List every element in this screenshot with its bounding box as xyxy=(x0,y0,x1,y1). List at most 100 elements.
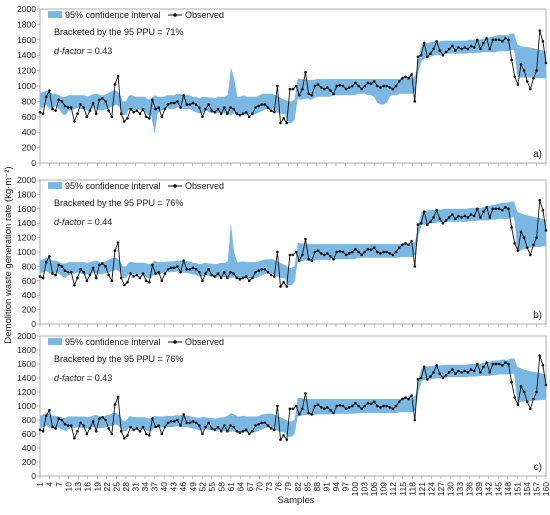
observed-point xyxy=(407,243,410,247)
observed-point xyxy=(82,106,86,109)
observed-point xyxy=(522,390,526,394)
observed-point xyxy=(101,262,104,265)
y-tick-label: 1200 xyxy=(17,233,36,243)
x-tick-label: 16 xyxy=(83,482,93,492)
observed-point xyxy=(266,106,270,109)
x-tick-label: 124 xyxy=(426,482,436,496)
observed-point xyxy=(85,115,89,119)
observed-point xyxy=(113,83,117,86)
observed-point xyxy=(285,438,289,441)
observed-point xyxy=(279,121,282,125)
x-tick-label: 130 xyxy=(446,482,456,496)
y-tick-label: 800 xyxy=(22,261,36,271)
observed-point xyxy=(513,75,517,79)
observed-point xyxy=(226,276,229,280)
observed-point xyxy=(232,425,235,429)
observed-point xyxy=(266,424,270,427)
observed-point xyxy=(204,272,207,275)
observed-point xyxy=(129,107,132,111)
observed-point xyxy=(144,115,148,119)
observed-point xyxy=(194,421,198,425)
observed-point xyxy=(316,403,320,406)
observed-point xyxy=(66,270,70,274)
observed-point xyxy=(210,273,214,277)
observed-point xyxy=(98,417,101,420)
observed-point xyxy=(451,44,454,48)
observed-point xyxy=(366,81,370,85)
observed-point xyxy=(82,270,86,274)
observed-point xyxy=(438,49,442,52)
observed-point xyxy=(454,372,457,376)
observed-point xyxy=(148,280,151,284)
observed-point xyxy=(379,252,382,255)
observed-point xyxy=(463,46,467,49)
observed-point xyxy=(148,434,151,437)
observed-point xyxy=(497,38,501,42)
x-tick-label: 139 xyxy=(474,482,484,496)
observed-point xyxy=(116,395,120,399)
observed-point xyxy=(332,92,335,95)
observed-point xyxy=(419,53,423,57)
observed-point xyxy=(532,77,535,80)
observed-point xyxy=(297,93,301,97)
x-tick-label: 118 xyxy=(407,482,417,496)
observed-point xyxy=(529,407,532,411)
observed-point xyxy=(151,98,154,102)
observed-point xyxy=(235,276,239,280)
x-tick-label: 157 xyxy=(531,482,541,496)
observed-point xyxy=(469,368,473,371)
observed-point xyxy=(541,364,545,367)
observed-point xyxy=(88,273,92,277)
observed-point xyxy=(63,269,67,273)
observed-point xyxy=(391,407,395,411)
observed-point xyxy=(288,253,292,257)
observed-point xyxy=(276,250,279,254)
y-tick-label: 1400 xyxy=(17,218,36,228)
observed-point xyxy=(229,106,232,109)
observed-point xyxy=(213,428,217,432)
observed-point xyxy=(238,431,242,434)
dfactor-label: d-factor xyxy=(54,217,86,227)
observed-point xyxy=(544,61,548,65)
observed-point xyxy=(457,369,460,373)
x-tick-label: 160 xyxy=(541,482,550,496)
observed-point xyxy=(410,239,413,243)
observed-point xyxy=(204,107,207,111)
observed-point xyxy=(63,104,67,108)
observed-point xyxy=(179,106,182,109)
observed-point xyxy=(451,368,454,371)
observed-point xyxy=(313,404,317,408)
observed-point xyxy=(357,404,360,408)
observed-point xyxy=(385,84,389,88)
observed-point xyxy=(382,84,385,88)
y-tick-label: 1600 xyxy=(17,204,36,214)
observed-point xyxy=(141,425,145,429)
panel-2: 0 200 400 600 800 1000 1200 1400 1600 1800 2000 95%… xyxy=(17,175,548,329)
ci-band xyxy=(40,358,546,437)
observed-point xyxy=(294,84,298,88)
observed-point xyxy=(291,253,295,257)
observed-point xyxy=(401,243,404,247)
observed-point xyxy=(154,272,157,275)
y-tick-label: 1600 xyxy=(17,359,36,369)
x-tick-label: 40 xyxy=(159,482,169,492)
observed-point xyxy=(307,257,310,261)
observed-point xyxy=(247,432,251,436)
observed-point xyxy=(332,257,335,261)
observed-point xyxy=(182,93,185,97)
observed-point xyxy=(188,267,192,271)
observed-point xyxy=(201,279,204,283)
y-tick-label: 1400 xyxy=(17,50,36,60)
observed-point xyxy=(388,406,392,409)
observed-point xyxy=(69,106,73,109)
observed-point xyxy=(407,397,410,401)
y-tick-label: 0 xyxy=(31,471,36,481)
observed-point xyxy=(129,272,132,275)
observed-point xyxy=(279,285,282,288)
observed-point xyxy=(326,86,329,89)
x-tick-label: 94 xyxy=(331,482,341,492)
observed-point xyxy=(544,229,548,232)
observed-point xyxy=(301,253,304,257)
observed-point xyxy=(357,250,360,254)
observed-point xyxy=(201,432,204,436)
